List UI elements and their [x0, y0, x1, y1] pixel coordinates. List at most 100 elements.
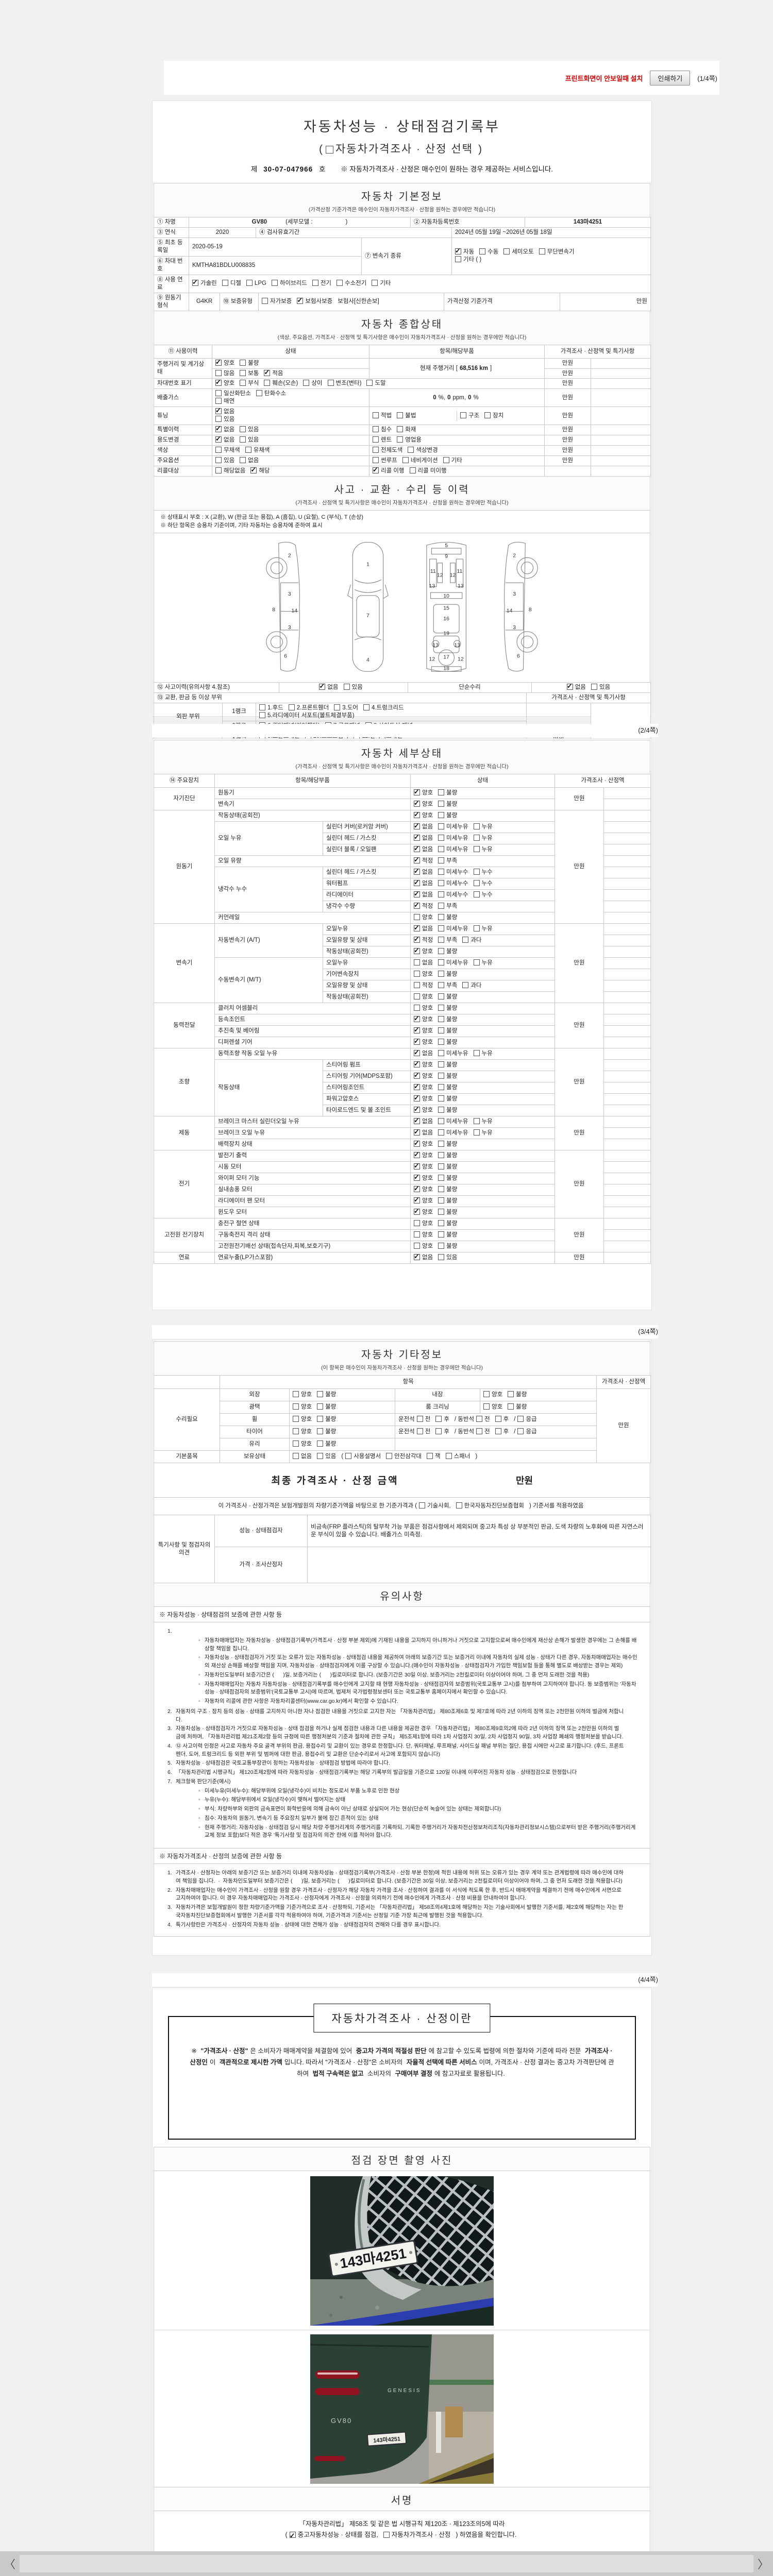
checkbox[interactable] [317, 1452, 324, 1459]
checkbox[interactable] [402, 456, 409, 463]
checkbox[interactable] [438, 1242, 445, 1249]
checkbox[interactable] [414, 959, 420, 965]
checkbox[interactable] [445, 1452, 452, 1459]
checkbox[interactable] [373, 436, 379, 443]
checkbox[interactable] [414, 913, 420, 920]
checkbox[interactable] [438, 800, 445, 807]
checkbox[interactable] [293, 1452, 299, 1459]
checkbox[interactable] [473, 959, 480, 965]
checkbox[interactable] [414, 1173, 420, 1182]
checkbox[interactable] [414, 901, 420, 910]
checkbox[interactable] [462, 981, 469, 988]
checkbox[interactable] [438, 1151, 445, 1158]
checkbox[interactable] [438, 902, 445, 909]
checkbox[interactable] [435, 1415, 442, 1422]
checkbox[interactable] [215, 447, 222, 453]
scrollbar-thumb[interactable] [20, 2555, 753, 2572]
checkbox[interactable] [317, 1428, 324, 1434]
checkbox[interactable] [438, 811, 445, 818]
checkbox[interactable] [438, 1027, 445, 1033]
checkbox[interactable] [591, 683, 597, 690]
checkbox[interactable] [438, 959, 445, 965]
checkbox[interactable] [414, 867, 420, 876]
checkbox[interactable] [438, 1185, 445, 1192]
checkbox[interactable] [414, 878, 420, 887]
checkbox[interactable] [414, 1037, 420, 1046]
checkbox[interactable] [473, 925, 480, 931]
checkbox[interactable] [473, 1129, 480, 1136]
checkbox[interactable] [438, 1197, 445, 1204]
checkbox[interactable] [297, 296, 304, 305]
checkbox[interactable] [215, 358, 222, 366]
checkbox[interactable] [317, 1440, 324, 1447]
checkbox[interactable] [409, 467, 416, 473]
checkbox[interactable] [438, 1219, 445, 1226]
checkbox[interactable] [419, 1502, 426, 1509]
checkbox[interactable] [414, 1004, 420, 1011]
checkbox[interactable] [438, 834, 445, 841]
checkbox[interactable] [414, 1184, 420, 1193]
checkbox[interactable] [325, 146, 333, 154]
checkbox[interactable] [366, 380, 373, 386]
checkbox[interactable] [240, 359, 246, 366]
checkbox[interactable] [473, 879, 480, 886]
checkbox[interactable] [259, 704, 265, 710]
print-button[interactable]: 인쇄하기 [650, 70, 691, 86]
checkbox[interactable] [240, 436, 246, 443]
checkbox[interactable] [416, 1415, 423, 1422]
horizontal-scrollbar[interactable]: 〈 〉 [0, 2551, 773, 2576]
checkbox[interactable] [473, 845, 480, 852]
checkbox[interactable] [438, 879, 445, 886]
checkbox[interactable] [438, 1072, 445, 1079]
checkbox[interactable] [262, 298, 268, 304]
checkbox[interactable] [438, 913, 445, 920]
checkbox[interactable] [414, 946, 420, 955]
checkbox[interactable] [438, 868, 445, 875]
checkbox[interactable] [483, 1391, 490, 1397]
checkbox[interactable] [473, 834, 480, 841]
checkbox[interactable] [483, 1403, 490, 1410]
checkbox[interactable] [293, 1403, 299, 1410]
checkbox[interactable] [408, 447, 414, 453]
checkbox[interactable] [414, 1242, 420, 1249]
checkbox[interactable] [443, 456, 449, 463]
checkbox[interactable] [414, 1150, 420, 1159]
checkbox[interactable] [293, 1415, 299, 1422]
checkbox[interactable] [414, 1060, 420, 1069]
checkbox[interactable] [438, 1163, 445, 1170]
checkbox[interactable] [438, 1253, 445, 1260]
checkbox[interactable] [397, 436, 404, 443]
checkbox[interactable] [473, 1117, 480, 1124]
checkbox[interactable] [256, 390, 262, 397]
checkbox[interactable] [438, 925, 445, 931]
checkbox[interactable] [215, 425, 222, 433]
checkbox[interactable] [414, 970, 420, 977]
checkbox[interactable] [539, 248, 545, 255]
checkbox[interactable] [397, 412, 404, 418]
checkbox[interactable] [427, 1452, 433, 1459]
checkbox[interactable] [293, 1428, 299, 1434]
checkbox[interactable] [438, 891, 445, 897]
checkbox[interactable] [192, 278, 198, 287]
checkbox[interactable] [373, 426, 379, 433]
checkbox[interactable] [438, 970, 445, 977]
checkbox[interactable] [414, 935, 420, 944]
checkbox[interactable] [271, 280, 278, 286]
checkbox[interactable] [455, 247, 461, 256]
checkbox[interactable] [456, 1502, 462, 1509]
checkbox[interactable] [334, 704, 341, 710]
checkbox[interactable] [414, 1219, 420, 1226]
checkbox[interactable] [438, 823, 445, 829]
checkbox[interactable] [438, 1174, 445, 1181]
checkbox[interactable] [503, 248, 510, 255]
checkbox[interactable] [373, 447, 379, 453]
checkbox[interactable] [414, 1116, 420, 1125]
checkbox[interactable] [495, 1428, 501, 1434]
checkbox[interactable] [303, 380, 310, 386]
checkbox[interactable] [414, 1231, 420, 1238]
checkbox[interactable] [215, 416, 222, 422]
checkbox[interactable] [383, 2532, 390, 2538]
checkbox[interactable] [414, 799, 420, 808]
checkbox[interactable] [438, 1004, 445, 1011]
checkbox[interactable] [250, 466, 257, 474]
